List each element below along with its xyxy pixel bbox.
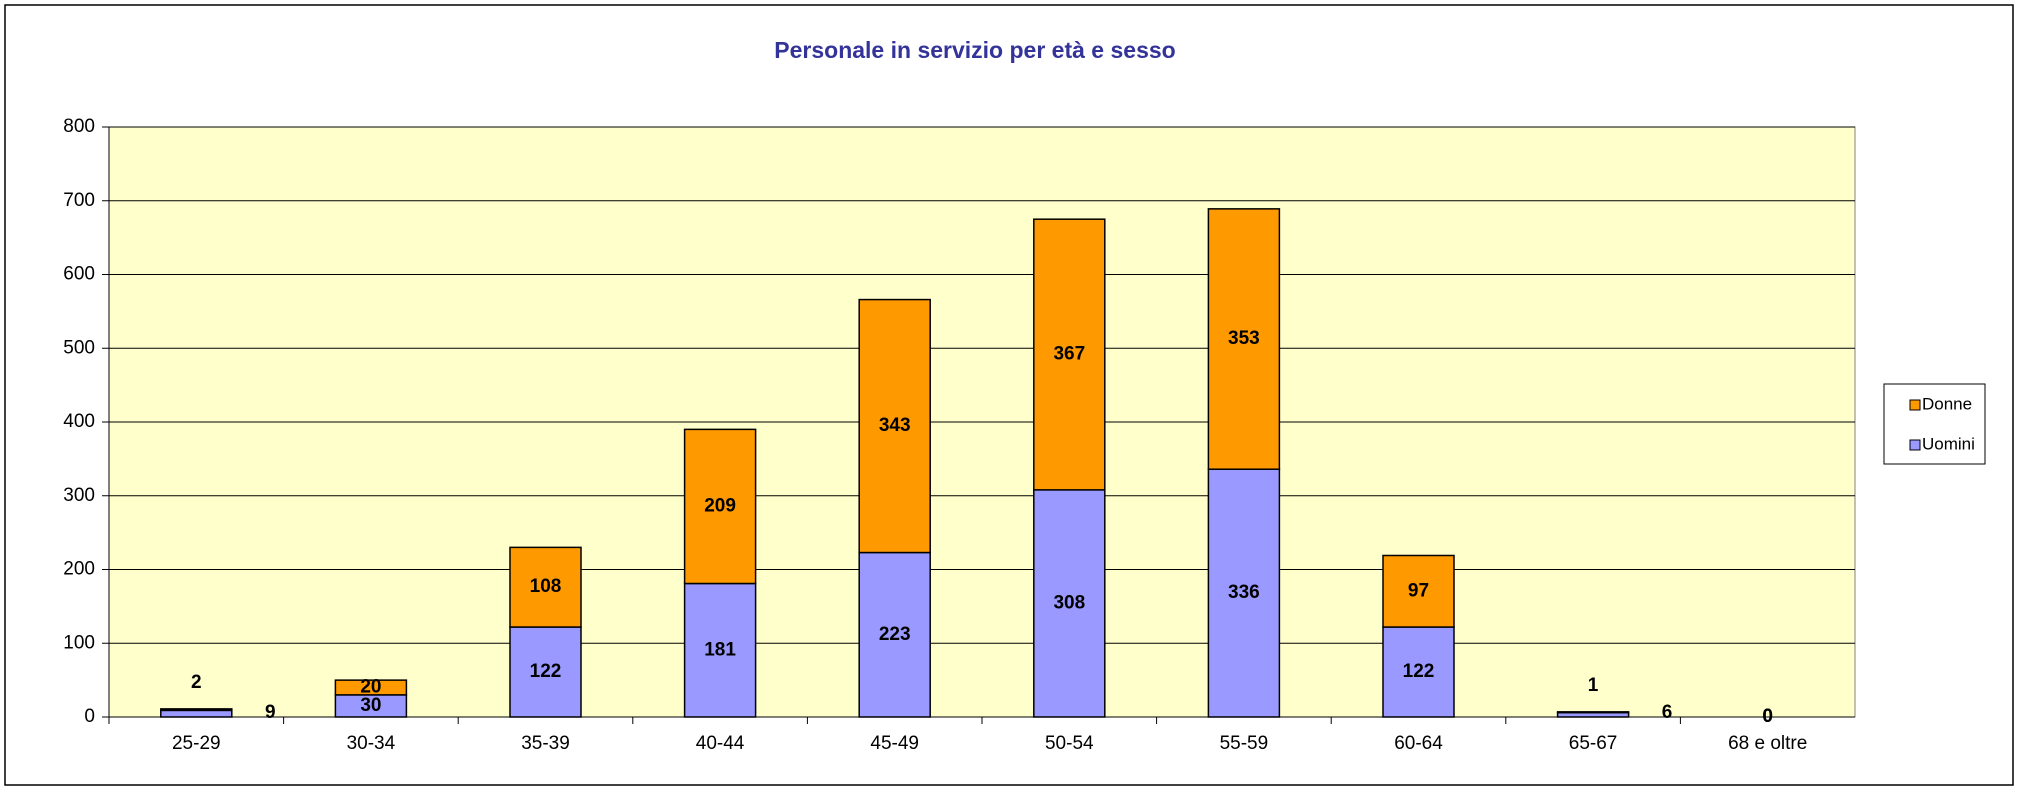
- y-tick-label: 500: [63, 337, 95, 358]
- y-tick-label: 600: [63, 264, 95, 285]
- legend-swatch: [1909, 399, 1921, 411]
- bar-segment: [509, 546, 582, 628]
- value-label: 308: [1053, 592, 1085, 613]
- value-label: 353: [1228, 328, 1260, 349]
- x-tick-label: 30-34: [347, 733, 396, 754]
- value-label: 20: [360, 677, 381, 698]
- value-label: 367: [1053, 344, 1085, 365]
- x-tick-label: 45-49: [870, 733, 919, 754]
- bar-segment: [334, 679, 408, 696]
- legend-box: [1883, 383, 1986, 465]
- bar-segment: [683, 428, 757, 585]
- x-tick-label: 60-64: [1394, 733, 1443, 754]
- y-tick-label: 100: [63, 632, 95, 653]
- legend-swatch: [1909, 439, 1921, 451]
- bar-segment: [1382, 626, 1455, 718]
- y-tick-label: 700: [63, 190, 95, 211]
- chart-title: Personale in servizio per età e sesso: [774, 37, 1175, 63]
- value-label: 223: [879, 624, 911, 645]
- y-tick-label: 0: [84, 706, 95, 727]
- y-tick-label: 200: [63, 559, 95, 580]
- value-label: 181: [704, 639, 736, 660]
- y-tick-label: 400: [63, 411, 95, 432]
- x-tick-label: 65-67: [1569, 733, 1618, 754]
- x-tick-label: 25-29: [172, 733, 221, 754]
- value-label: 0: [1762, 706, 1773, 727]
- value-label: 336: [1228, 582, 1260, 603]
- value-label: 343: [879, 415, 911, 436]
- value-label: 6: [1662, 702, 1673, 723]
- bar-segment: [858, 298, 931, 554]
- value-label: 30: [360, 695, 381, 716]
- legend-label: Donne: [1922, 394, 1972, 413]
- x-tick-label: 68 e oltre: [1728, 733, 1807, 754]
- bar-segment: [858, 551, 931, 718]
- value-label: 2: [191, 672, 202, 693]
- bar-segment: [160, 709, 233, 718]
- bar-segment: [1207, 208, 1281, 470]
- value-label: 1: [1588, 675, 1599, 696]
- value-label: 122: [1403, 661, 1435, 682]
- value-label: 122: [530, 661, 562, 682]
- bar-segment: [1382, 554, 1455, 628]
- value-label: 108: [530, 576, 562, 597]
- value-label: 9: [265, 702, 276, 723]
- value-label: 209: [704, 495, 736, 516]
- y-tick-label: 800: [63, 116, 95, 137]
- legend-label: Uomini: [1922, 434, 1975, 453]
- bar-segment: [683, 582, 757, 718]
- value-label: 97: [1408, 580, 1429, 601]
- bar-segment: [160, 708, 233, 712]
- x-tick-label: 55-59: [1220, 733, 1269, 754]
- y-tick-label: 300: [63, 485, 95, 506]
- bar-segment: [1556, 711, 1630, 714]
- x-tick-label: 35-39: [521, 733, 570, 754]
- x-tick-label: 40-44: [696, 733, 745, 754]
- value-label: 0: [1762, 706, 1773, 727]
- bar-segment: [1033, 218, 1106, 491]
- bar-segment: [1033, 489, 1106, 718]
- x-tick-label: 50-54: [1045, 733, 1094, 754]
- bar-segment: [1207, 468, 1281, 718]
